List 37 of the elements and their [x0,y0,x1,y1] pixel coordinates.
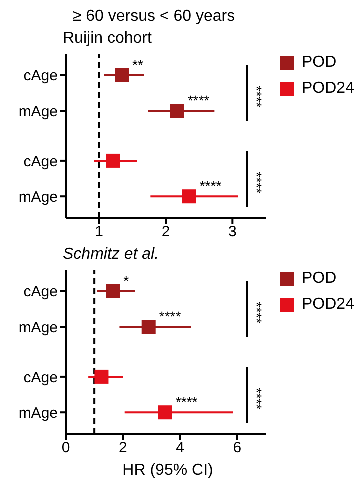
annotation: **** [249,388,265,412]
annotation: **** [249,86,265,110]
data-label: **** [159,308,182,325]
significance-bracket: **** [246,65,262,122]
legend-label: POD24 [302,296,354,314]
data-label: ** [132,56,144,73]
data-label: **** [188,92,210,109]
x-tick-label: 2 [118,440,128,457]
y-tick-label: mAge [18,188,58,206]
data-label: * [124,272,130,289]
x-tick-label: 6 [233,440,242,457]
y-tick-label: cAge [24,369,58,386]
x-tick-label: 4 [176,440,184,457]
legend-label: POD [302,270,337,288]
significance-bracket: **** [246,366,262,423]
annotation: **** [249,302,265,326]
chart-subtitle: Ruijin cohort [63,30,153,49]
data-label: **** [176,394,198,410]
chart-title: ≥ 60 versus < 60 years [72,8,236,27]
x-tick-label: 2 [162,224,170,241]
y-tick-label: mAge [18,319,58,336]
y-tick-label: cAge [24,153,58,170]
significance-bracket: **** [246,281,262,338]
significance-bracket: **** [246,150,262,207]
y-tick-label: mAge [18,404,58,422]
y-tick-label: mAge [18,103,58,120]
x-tick-label: 3 [228,224,237,241]
x-tick-label: 0 [62,440,70,457]
legend-label: POD24 [302,80,354,98]
x-tick-label: 1 [95,224,104,241]
legend-label: POD [302,54,337,72]
annotation: **** [249,172,265,196]
chart-subtitle: Schmitz et al. [63,246,160,265]
data-label: **** [200,178,222,194]
x-axis-title: HR (95% CI) [122,462,214,480]
y-tick-label: cAge [24,68,58,85]
y-tick-label: cAge [24,284,58,301]
